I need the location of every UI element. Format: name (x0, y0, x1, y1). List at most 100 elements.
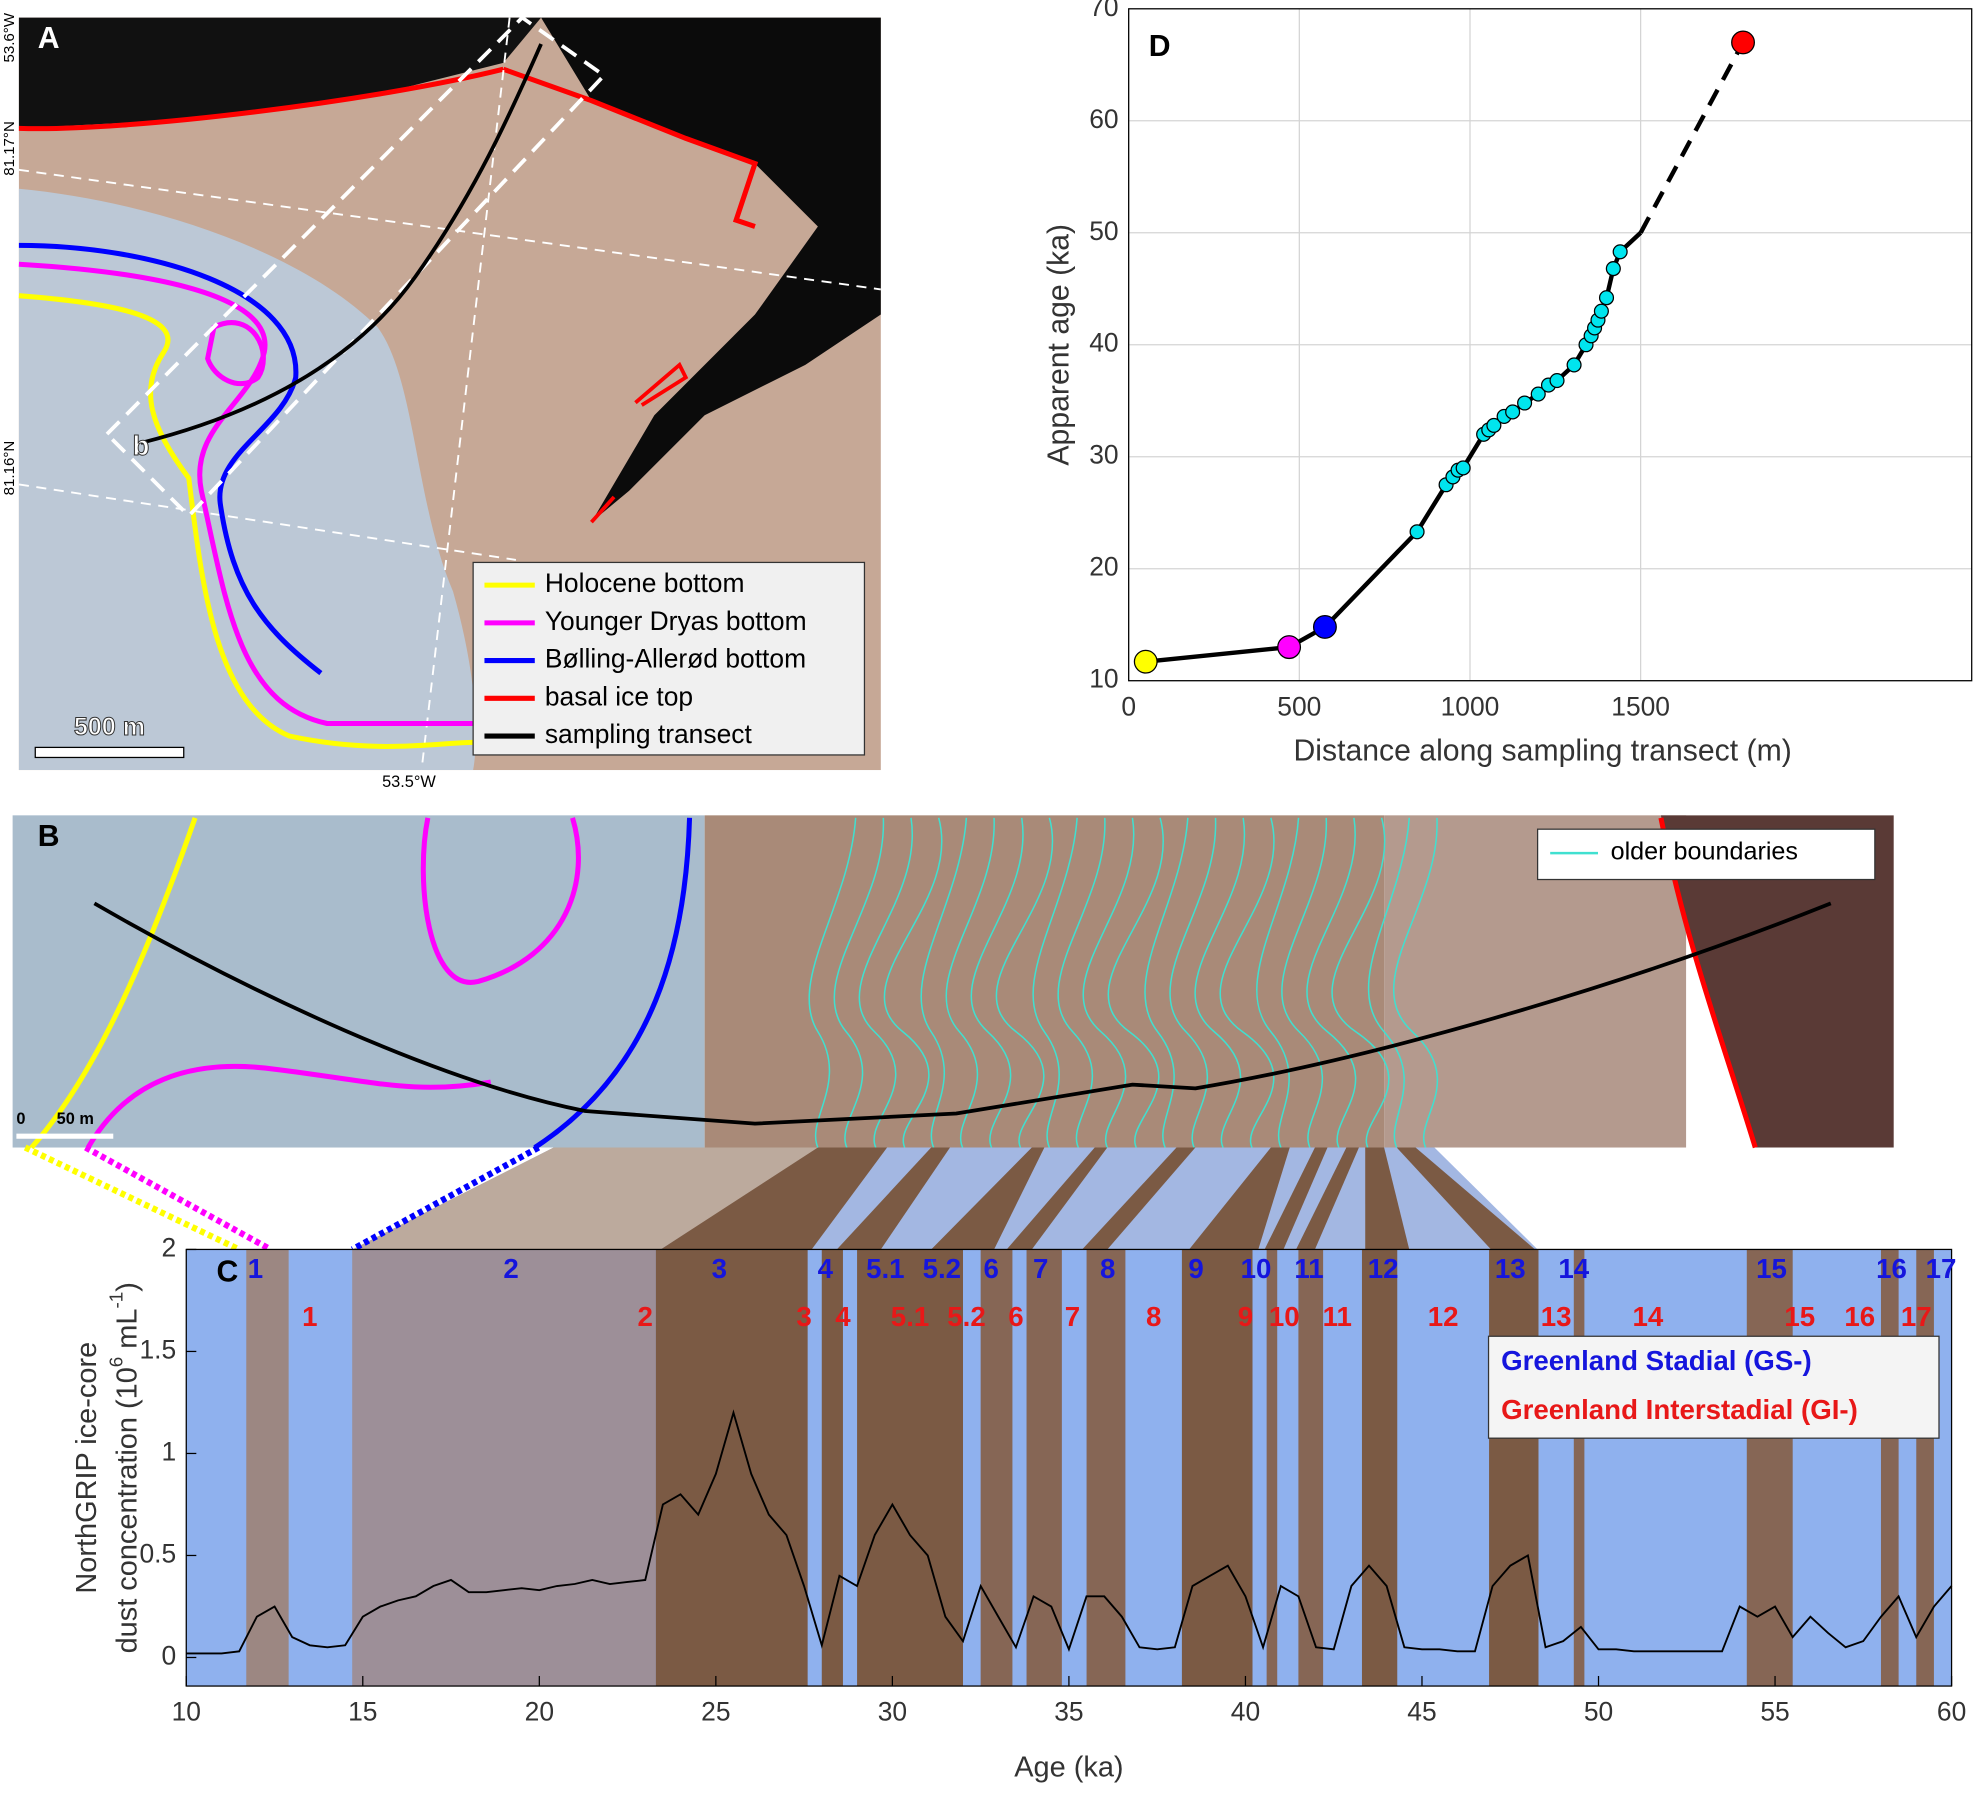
lat-label: 53.6°W (1, 12, 18, 62)
bolling-allerod-line (533, 817, 693, 1150)
gs-label: 14 (1558, 1253, 1589, 1284)
legend-label: Bølling-Allerød bottom (545, 644, 806, 674)
gs-label: 15 (1756, 1253, 1787, 1284)
gi-label: 15 (1784, 1301, 1815, 1332)
legend-label: Younger Dryas bottom (545, 606, 807, 636)
connector-band (660, 1147, 888, 1250)
climate-band (246, 1249, 289, 1687)
y-axis-label-part: dust concentration (10 (111, 1367, 143, 1653)
boundary-line (1281, 817, 1327, 1148)
gi-label: 1 (302, 1301, 317, 1332)
gi-label: 7 (1065, 1301, 1080, 1332)
image-ice-blue (12, 815, 705, 1148)
climate-band (821, 1249, 843, 1687)
transect-line (140, 43, 543, 445)
scale-label: 50 m (57, 1110, 94, 1128)
gi-label: 4 (835, 1301, 851, 1332)
connector-line (84, 1144, 273, 1253)
gi-label: 5.1 (891, 1301, 929, 1332)
data-point (1530, 386, 1546, 402)
axis-box (1128, 8, 1973, 682)
x-tick-label: 500 (1277, 691, 1321, 721)
y-axis-label: Apparent age (ka) (1043, 224, 1076, 466)
gs-label: 6 (984, 1253, 999, 1284)
data-point (1505, 404, 1521, 420)
y-tick-label: 1.5 (139, 1334, 176, 1364)
climate-band (655, 1249, 808, 1687)
image-basal-ice (1660, 815, 1894, 1148)
climate-band (1026, 1249, 1062, 1687)
x-tick-label: 45 (1407, 1697, 1436, 1727)
boundary-line (833, 817, 885, 1148)
gs-label: 12 (1368, 1253, 1399, 1284)
gi-label: 13 (1541, 1301, 1572, 1332)
connector-band (836, 1147, 951, 1250)
legend-label: Greenland Interstadial (GI-) (1501, 1394, 1858, 1425)
y-tick-label: 50 (1089, 216, 1118, 246)
x-tick-label: 20 (525, 1697, 554, 1727)
legend-label: Holocene bottom (545, 568, 745, 598)
x-axis-label: Distance along sampling transect (m) (1293, 734, 1791, 767)
boundary-line (995, 817, 1054, 1148)
connector-tan (352, 1147, 821, 1250)
climate-band (1086, 1249, 1126, 1687)
connector-line (23, 1144, 241, 1253)
boundary-line (1032, 817, 1078, 1148)
data-point (1409, 524, 1425, 540)
younger-dryas-line (420, 817, 581, 985)
gs-label: 8 (1100, 1253, 1115, 1284)
data-point (1593, 303, 1609, 319)
panel-label: B (38, 820, 60, 853)
gi-label: 10 (1269, 1301, 1300, 1332)
climate-band (1298, 1249, 1324, 1687)
connector-band (1082, 1147, 1196, 1250)
basal-ice-line (18, 66, 504, 132)
younger-dryas-line (18, 261, 474, 727)
y-tick-label: 70 (1089, 0, 1118, 22)
gi-label: 5.2 (947, 1301, 985, 1332)
gs-label: 13 (1495, 1253, 1526, 1284)
gs-label: 10 (1241, 1253, 1272, 1284)
y-tick-label: 1 (162, 1436, 177, 1466)
scale-label: 500 m (74, 713, 145, 741)
boundary-line (1082, 817, 1135, 1148)
data-point (1312, 615, 1337, 639)
data-point (1277, 635, 1302, 660)
gs-label: 5.2 (923, 1253, 961, 1284)
boundary-line (1194, 817, 1246, 1148)
x-tick-label: 1000 (1441, 691, 1500, 721)
y-axis-label-part: -1 (106, 1292, 127, 1309)
y-tick-label: 30 (1089, 440, 1118, 470)
lat-label: 81.16°N (1, 441, 18, 496)
y-tick-label: 20 (1089, 552, 1118, 582)
dust-line (186, 1409, 1953, 1655)
connector-band (1006, 1147, 1108, 1250)
basal-ice-line (634, 361, 689, 407)
gi-label: 8 (1146, 1301, 1161, 1332)
holocene-line (18, 293, 474, 749)
panel-label: D (1149, 30, 1171, 63)
legend-label: older boundaries (1611, 838, 1798, 866)
y-axis-label: dust concentration (106 mL-1) (106, 1282, 143, 1653)
panel-a: Ab 53.6°W 81.17°N 81.16°N 53.5°W 500 m Holocen… (1, 12, 881, 791)
y-axis-label-part: mL (111, 1309, 143, 1357)
boundary-line (1057, 817, 1106, 1148)
connector-line (350, 1144, 541, 1253)
panel-c: 10 15 20 25 30 35 40 45 50 55 60 0 0.5 1 1.5 2 Age (ka) N… (71, 1232, 1967, 1783)
boundary-line (1256, 817, 1300, 1148)
data-point (1598, 290, 1615, 306)
boundary-line (858, 817, 914, 1148)
climate-band (1880, 1249, 1899, 1687)
data-point (1133, 649, 1158, 674)
y-tick-label: 0 (162, 1640, 177, 1670)
legend-label: sampling transect (545, 719, 753, 749)
connector-band (1365, 1147, 1410, 1250)
x-tick-label: 1500 (1611, 691, 1670, 721)
younger-dryas-line (205, 320, 266, 387)
data-point (1731, 30, 1755, 55)
climate-band (1573, 1249, 1585, 1687)
scale-zero: 0 (16, 1110, 25, 1128)
x-tick-label: 40 (1231, 1697, 1260, 1727)
younger-dryas-line (85, 1063, 492, 1149)
